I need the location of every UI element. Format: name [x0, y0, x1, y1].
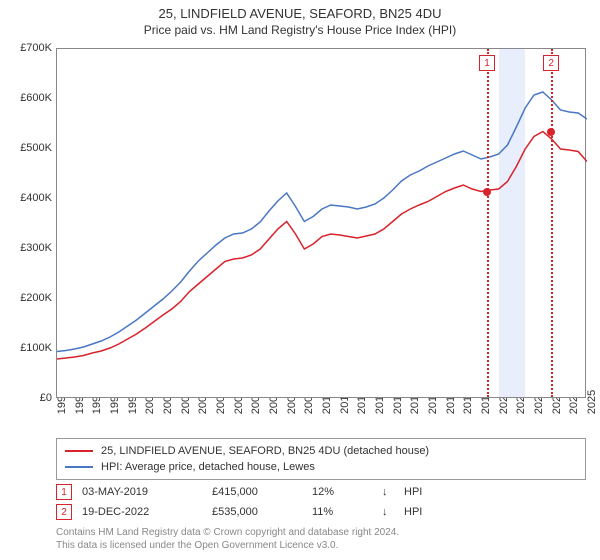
sales-price: £415,000 — [212, 486, 302, 498]
y-tick-label: £300K — [20, 242, 52, 254]
legend-row: 25, LINDFIELD AVENUE, SEAFORD, BN25 4DU … — [65, 443, 577, 459]
footer-attribution: Contains HM Land Registry data © Crown c… — [56, 526, 399, 552]
legend-label: 25, LINDFIELD AVENUE, SEAFORD, BN25 4DU … — [101, 445, 429, 457]
sales-pct: 11% — [312, 506, 372, 518]
legend-label: HPI: Average price, detached house, Lewe… — [101, 461, 315, 473]
chart-svg — [57, 49, 587, 399]
y-tick-label: £0 — [40, 392, 52, 404]
sales-date: 03-MAY-2019 — [82, 486, 202, 498]
series-hpi — [57, 92, 587, 352]
sales-table: 1 03-MAY-2019 £415,000 12% ↓ HPI 2 19-DEC-2022 £… — [56, 482, 586, 522]
down-arrow-icon: ↓ — [382, 506, 394, 518]
footer-line1: Contains HM Land Registry data © Crown c… — [56, 526, 399, 539]
sales-pct: 12% — [312, 486, 372, 498]
y-tick-label: £200K — [20, 292, 52, 304]
sales-hpi-label: HPI — [404, 506, 444, 518]
down-arrow-icon: ↓ — [382, 486, 394, 498]
marker-line-1 — [487, 49, 489, 397]
legend-row: HPI: Average price, detached house, Lewe… — [65, 459, 577, 475]
footer-line2: This data is licensed under the Open Gov… — [56, 539, 399, 552]
legend-swatch — [65, 450, 93, 452]
sales-date: 19-DEC-2022 — [82, 506, 202, 518]
sales-marker: 2 — [56, 504, 72, 520]
marker-line-2 — [551, 49, 553, 397]
y-tick-label: £500K — [20, 142, 52, 154]
y-tick-label: £100K — [20, 342, 52, 354]
x-tick-label: 2025 — [586, 390, 598, 414]
title-main: 25, LINDFIELD AVENUE, SEAFORD, BN25 4DU — [0, 6, 600, 21]
sales-marker: 1 — [56, 484, 72, 500]
sales-hpi-label: HPI — [404, 486, 444, 498]
legend-swatch — [65, 466, 93, 468]
chart-titles: 25, LINDFIELD AVENUE, SEAFORD, BN25 4DU … — [0, 0, 600, 37]
sale-point-2 — [547, 128, 555, 136]
marker-flag-1: 1 — [479, 55, 495, 71]
sales-row: 1 03-MAY-2019 £415,000 12% ↓ HPI — [56, 482, 586, 502]
y-tick-label: £400K — [20, 192, 52, 204]
series-property — [57, 132, 587, 360]
title-sub: Price paid vs. HM Land Registry's House … — [0, 23, 600, 37]
sales-row: 2 19-DEC-2022 £535,000 11% ↓ HPI — [56, 502, 586, 522]
y-tick-label: £600K — [20, 92, 52, 104]
marker-flag-2: 2 — [543, 55, 559, 71]
sale-point-1 — [483, 188, 491, 196]
legend: 25, LINDFIELD AVENUE, SEAFORD, BN25 4DU … — [56, 438, 586, 480]
sales-price: £535,000 — [212, 506, 302, 518]
y-tick-label: £700K — [20, 42, 52, 54]
chart-plot-area: 12 — [56, 48, 586, 398]
